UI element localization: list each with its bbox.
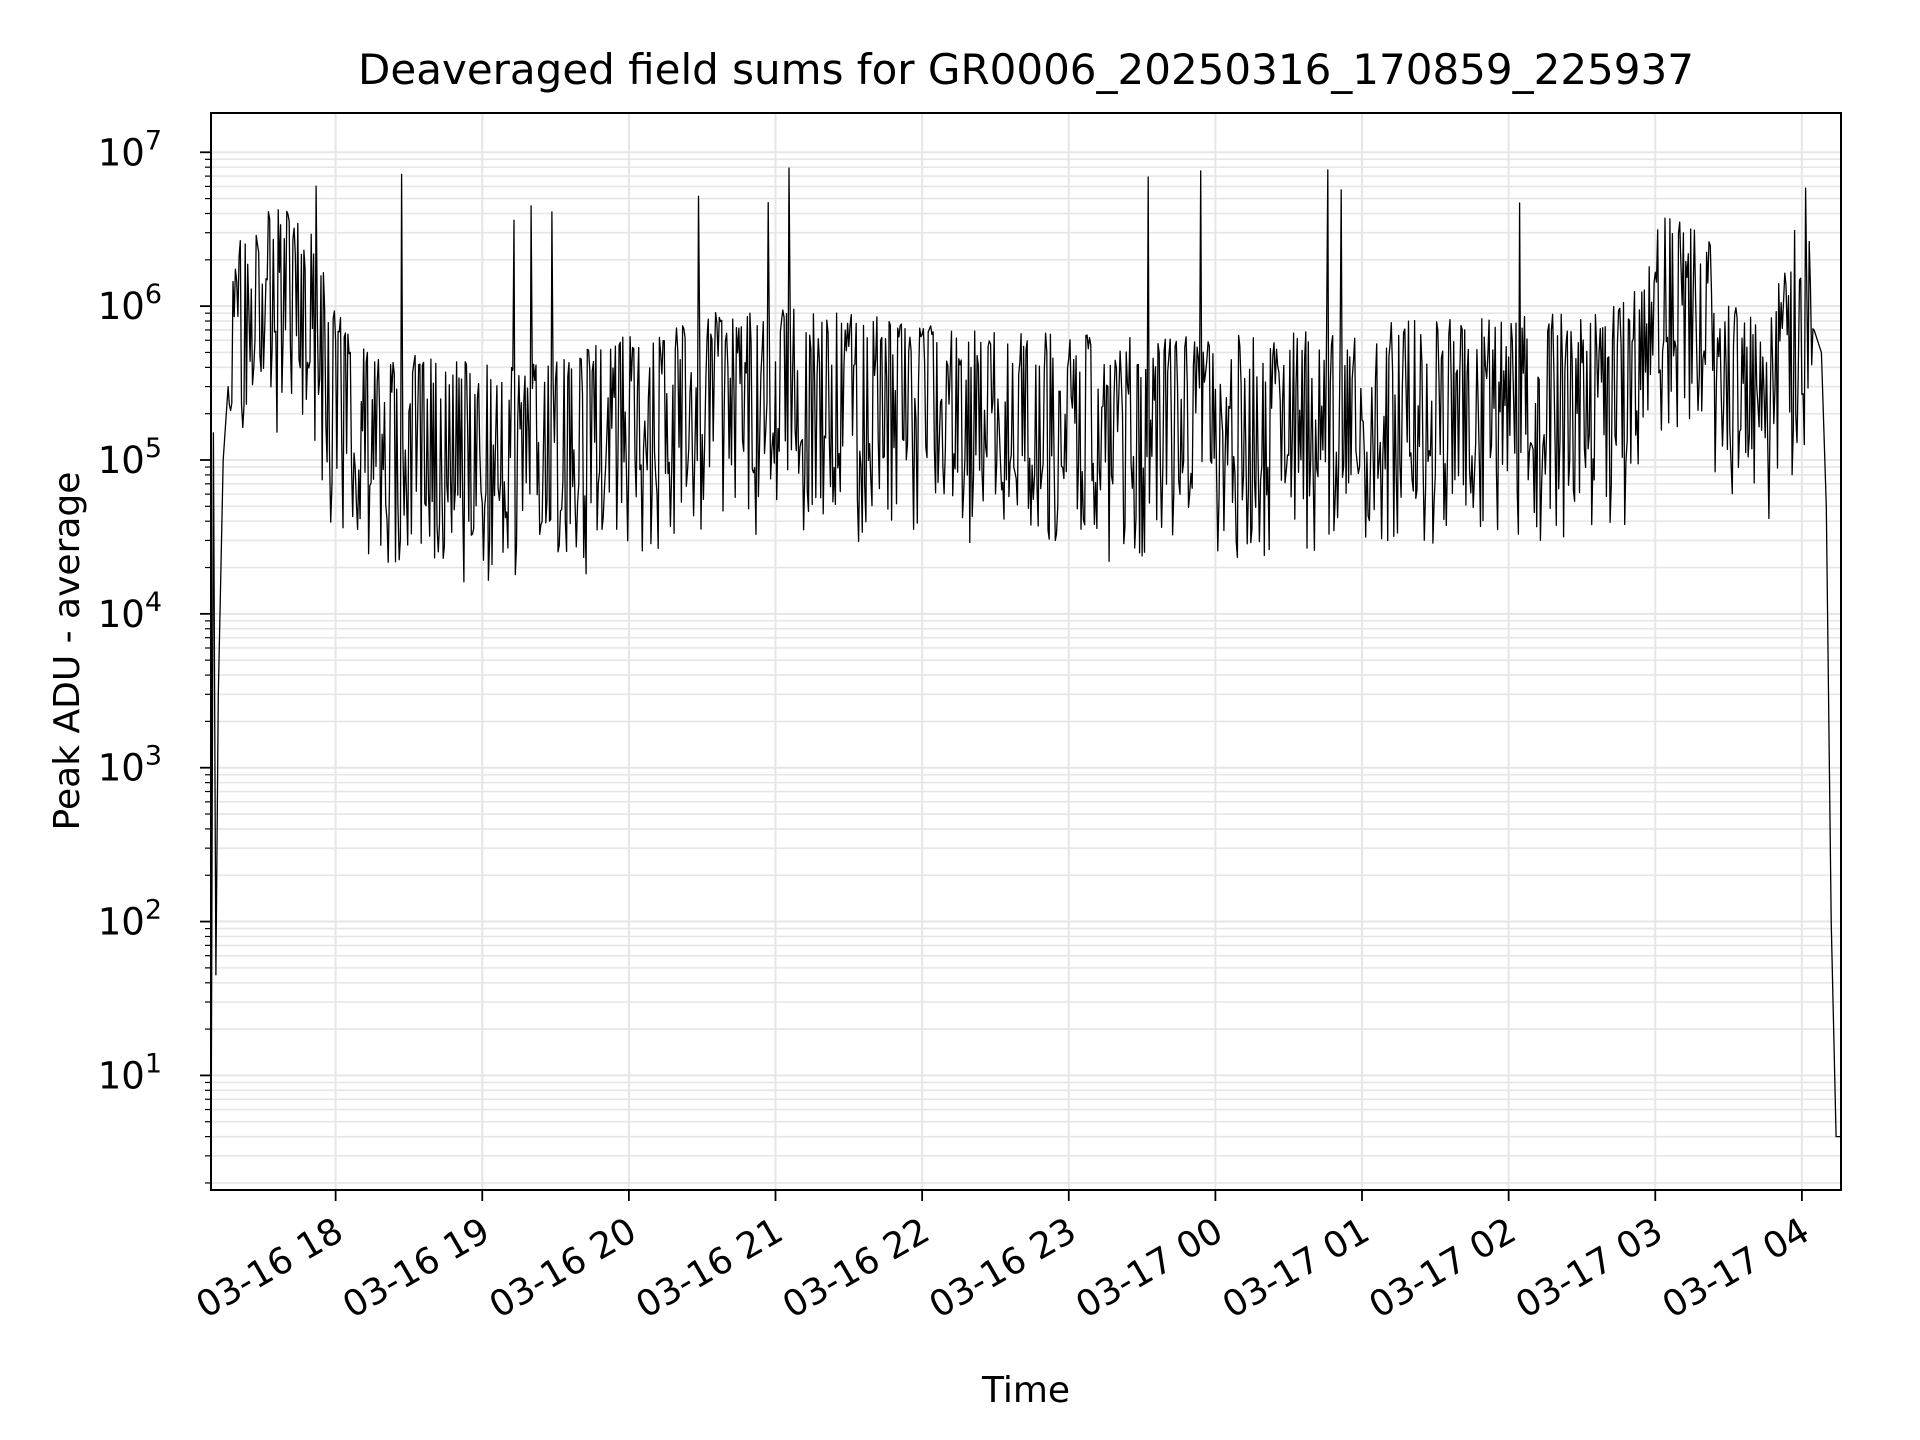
y-tick-label: 101 [98,1048,162,1097]
y-tick-label: 105 [98,433,162,482]
y-axis-label: Peak ADU - average [47,472,88,831]
plot-frame [210,112,1842,1191]
y-tick-label: 106 [98,279,162,328]
y-tick-label: 107 [98,125,162,174]
y-tick-label: 103 [98,741,162,790]
grid-layer [211,113,1841,1190]
series-layer [210,167,1841,1191]
chart-title: Deaveraged field sums for GR0006_2025031… [358,45,1694,94]
y-tick-label: 102 [98,895,162,944]
series-line [210,167,1841,1191]
y-tick-label: 104 [98,587,162,636]
x-axis-label: Time [981,1370,1070,1411]
